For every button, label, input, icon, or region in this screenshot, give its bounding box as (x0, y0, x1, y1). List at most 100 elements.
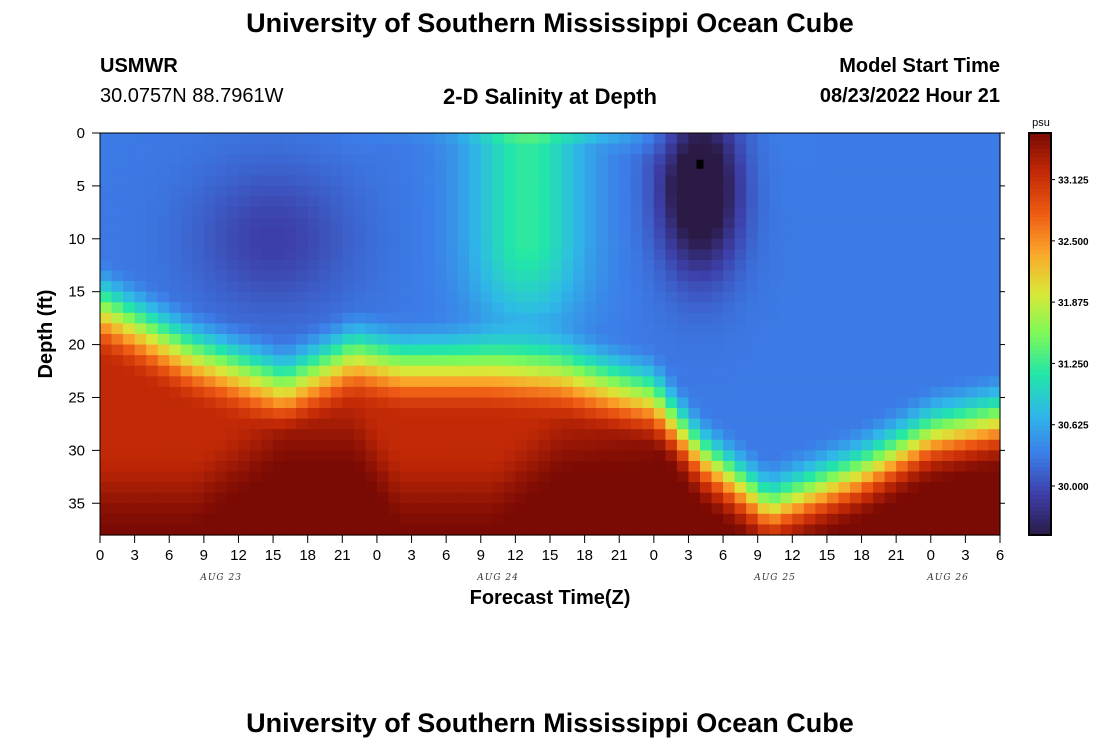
heatmap-cell (411, 460, 424, 473)
heatmap-cell (226, 281, 240, 293)
heatmap-cell (942, 450, 955, 462)
heatmap-cell (480, 143, 493, 155)
heatmap-cell (100, 386, 113, 399)
heatmap-cell (953, 492, 966, 504)
heatmap-cell (376, 355, 390, 367)
colorbar-segment (1029, 185, 1051, 190)
heatmap-cell (792, 154, 805, 166)
heatmap-cell (342, 429, 355, 441)
heatmap-cell (815, 365, 828, 377)
heatmap-cell (480, 471, 493, 483)
heatmap-cell (688, 175, 701, 187)
heatmap-cell (815, 154, 828, 166)
heatmap-cell (192, 524, 205, 536)
heatmap-cell (296, 175, 309, 187)
heatmap-cell (734, 376, 747, 388)
heatmap-cell (838, 312, 851, 325)
heatmap-cell (307, 397, 320, 409)
heatmap-cell (850, 344, 863, 356)
heatmap-cell (261, 164, 274, 176)
heatmap-cell (976, 503, 990, 515)
heatmap-cell (619, 513, 632, 526)
heatmap-cell (319, 429, 332, 441)
heatmap-cell (134, 397, 147, 409)
heatmap-cell (434, 154, 447, 166)
heatmap-cell (180, 249, 193, 261)
heatmap-cell (307, 217, 320, 229)
heatmap-cell (411, 302, 424, 314)
heatmap-cell (907, 228, 920, 240)
heatmap-cell (676, 386, 690, 399)
heatmap-cell (873, 418, 886, 430)
heatmap-cell (180, 259, 193, 272)
heatmap-cell (965, 376, 978, 388)
heatmap-cell (723, 185, 736, 198)
heatmap-cell (226, 386, 240, 399)
heatmap-cell (169, 196, 182, 208)
heatmap-cell (665, 185, 678, 198)
heatmap-cell (273, 249, 286, 261)
heatmap-cell (469, 355, 482, 367)
heatmap-cell (988, 228, 1001, 240)
heatmap-cell (803, 365, 816, 377)
heatmap-cell (803, 302, 816, 314)
heatmap-cell (330, 334, 343, 346)
heatmap-cell (411, 323, 424, 335)
heatmap-cell (953, 408, 966, 420)
heatmap-cell (480, 482, 493, 494)
heatmap-cell (284, 397, 297, 409)
heatmap-cell (607, 154, 620, 166)
heatmap-cell (561, 217, 574, 229)
heatmap-cell (376, 312, 390, 325)
colorbar-tick-label: 31.875 (1058, 298, 1089, 309)
heatmap-cell (169, 302, 182, 314)
heatmap-cell (284, 439, 297, 451)
heatmap-cell (100, 334, 113, 346)
heatmap-cell (526, 524, 540, 536)
heatmap-cell (526, 249, 540, 261)
heatmap-cell (665, 228, 678, 240)
heatmap-cell (884, 249, 897, 261)
heatmap-cell (665, 196, 678, 208)
heatmap-cell (134, 238, 147, 250)
heatmap-cell (700, 133, 713, 145)
heatmap-cell (134, 185, 147, 198)
heatmap-cell (111, 249, 124, 261)
heatmap-cell (907, 397, 920, 409)
heatmap-cell (423, 312, 436, 325)
heatmap-cell (757, 259, 770, 272)
heatmap-cell (538, 143, 551, 155)
heatmap-cell (630, 228, 643, 240)
heatmap-cell (826, 207, 840, 219)
heatmap-cell (515, 408, 528, 420)
heatmap-cell (111, 492, 124, 504)
heatmap-cell (111, 133, 124, 145)
heatmap-cell (769, 312, 782, 325)
heatmap-cell (353, 302, 366, 314)
colorbar-segment (1029, 149, 1051, 154)
heatmap-cell (561, 312, 574, 325)
heatmap-cell (457, 291, 470, 303)
heatmap-cell (861, 143, 874, 155)
heatmap-cell (538, 471, 551, 483)
colorbar-segment (1029, 321, 1051, 327)
heatmap-cell (676, 154, 690, 166)
heatmap-cell (607, 175, 620, 187)
heatmap-cell (757, 143, 770, 155)
heatmap-cell (596, 302, 609, 314)
heatmap-cell (330, 492, 343, 504)
heatmap-cell (919, 323, 932, 335)
heatmap-cell (134, 334, 147, 346)
heatmap-cell (284, 471, 297, 483)
heatmap-cell (676, 524, 690, 536)
heatmap-cell (400, 524, 413, 536)
heatmap-cell (792, 270, 805, 282)
heatmap-cell (919, 291, 932, 303)
heatmap-cell (353, 154, 366, 166)
heatmap-cell (100, 249, 113, 261)
heatmap-cell (250, 312, 263, 325)
heatmap-cell (907, 429, 920, 441)
heatmap-cell (757, 376, 770, 388)
heatmap-cell (850, 323, 863, 335)
heatmap-cell (180, 323, 193, 335)
